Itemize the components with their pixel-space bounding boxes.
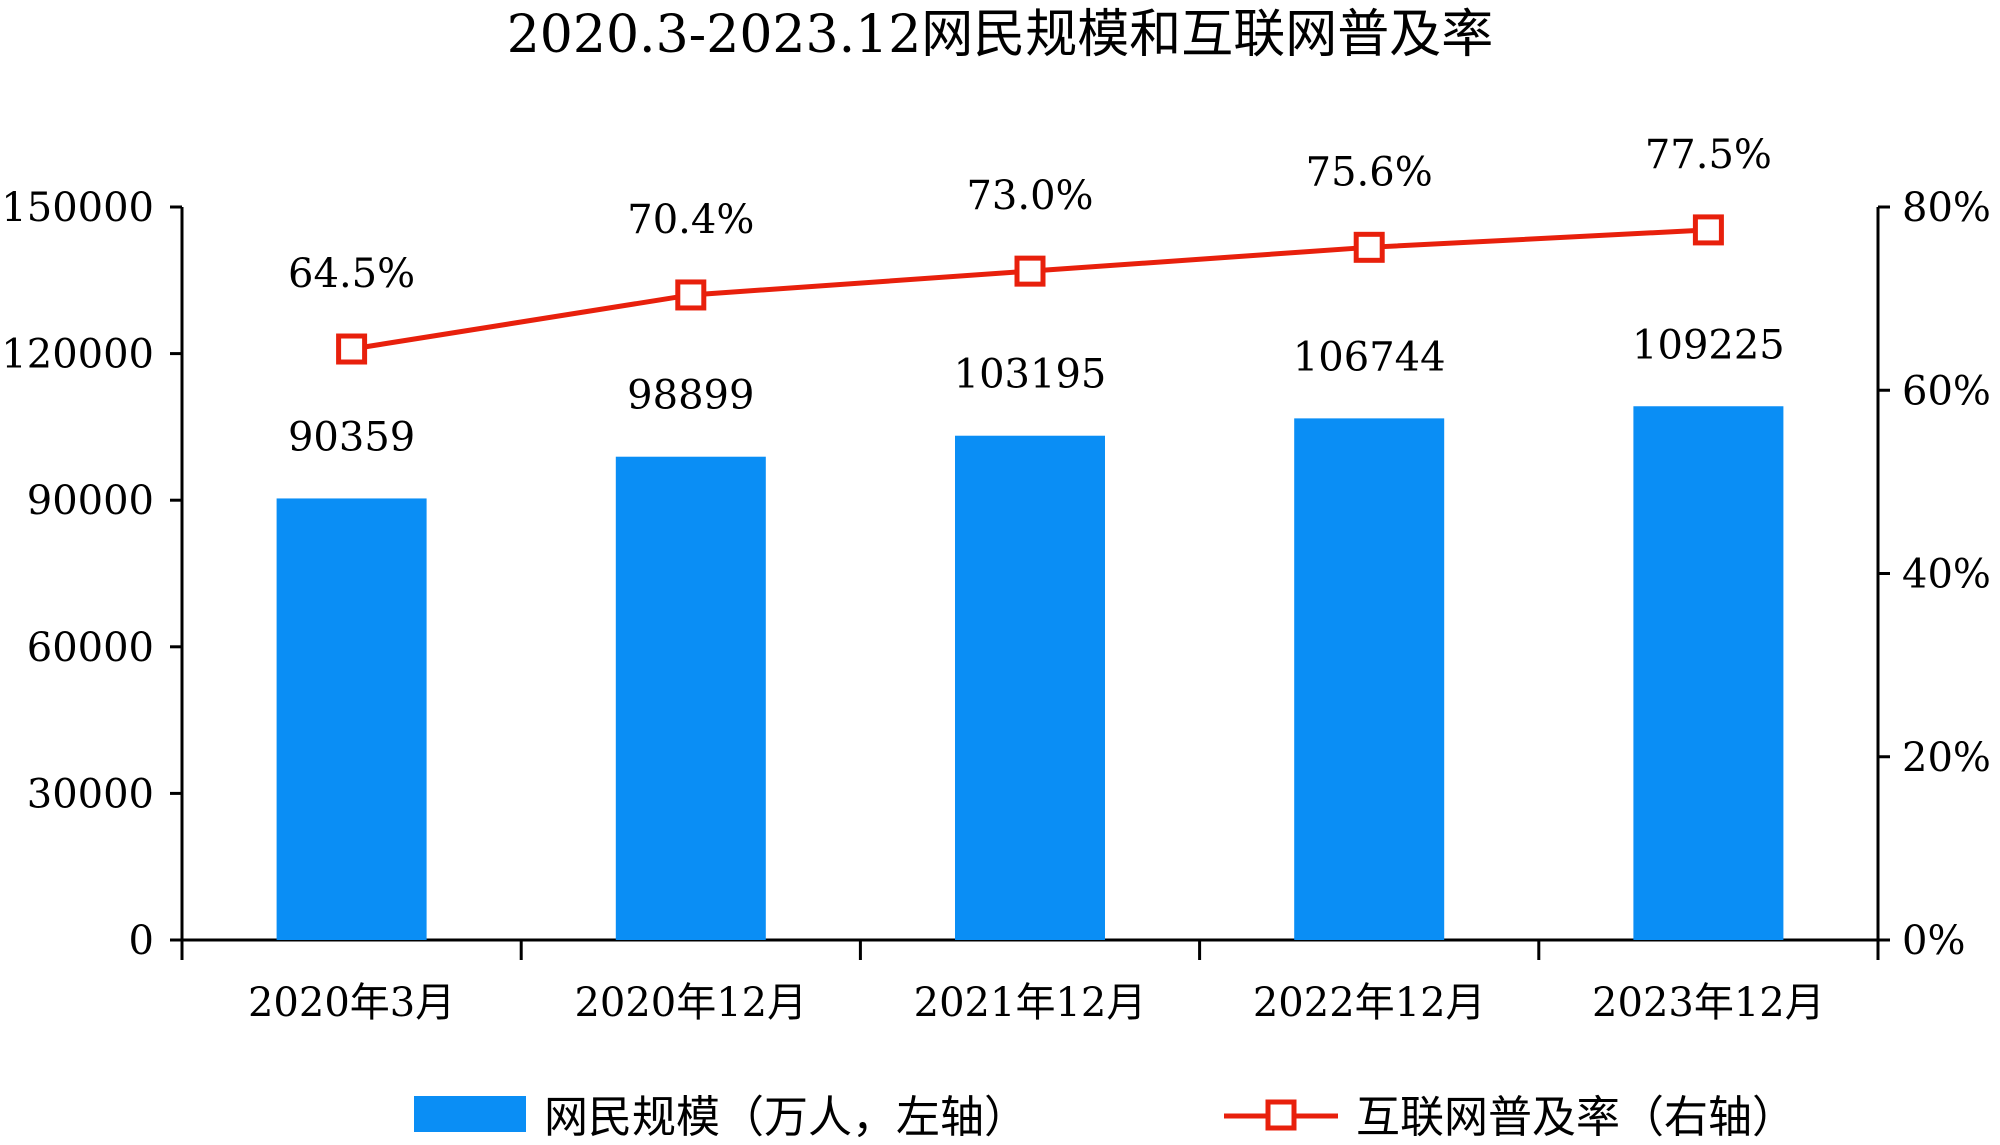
left-tick-label: 90000 — [27, 478, 154, 524]
line-marker — [675, 279, 707, 311]
bar-value-label: 106744 — [1293, 334, 1446, 380]
line-marker — [1014, 255, 1046, 287]
legend-label-bar: 网民规模（万人，左轴） — [544, 1092, 1028, 1143]
line-value-label: 77.5% — [1645, 132, 1772, 178]
bar-value-label: 103195 — [954, 352, 1107, 398]
bar-value-label: 90359 — [288, 414, 415, 460]
right-tick-label: 60% — [1902, 368, 1991, 414]
line-series — [336, 214, 1724, 365]
line-value-label: 64.5% — [288, 251, 415, 297]
bar — [955, 435, 1105, 940]
bar — [615, 456, 766, 940]
left-tick-label: 30000 — [27, 771, 154, 817]
x-tick-label: 2021年12月 — [914, 980, 1147, 1026]
bar-value-label: 98899 — [627, 373, 754, 419]
x-tick-label: 2020年12月 — [574, 980, 807, 1026]
axes: 0 30000 60000 90000 120000 150000 0% 20% 40% 60% 8… — [1, 185, 1991, 1026]
x-tick-label: 2023年12月 — [1592, 980, 1825, 1026]
left-tick-label: 150000 — [1, 185, 154, 231]
right-tick-label: 0% — [1902, 918, 1965, 964]
bar-series — [276, 406, 1784, 940]
legend-swatch-bar — [414, 1096, 526, 1132]
x-tick-label: 2022年12月 — [1253, 980, 1486, 1026]
line-marker — [336, 333, 368, 365]
line-value-label: 70.4% — [627, 197, 754, 243]
legend-label-line: 互联网普及率（右轴） — [1356, 1092, 1796, 1143]
line-value-label: 73.0% — [966, 173, 1093, 219]
right-tick-label: 40% — [1902, 552, 1991, 598]
x-tick-label: 2020年3月 — [248, 980, 455, 1026]
legend: 网民规模（万人，左轴） 互联网普及率（右轴） — [414, 1092, 1796, 1143]
left-tick-label: 60000 — [27, 625, 154, 671]
rate-line — [351, 227, 1709, 352]
line-value-label: 75.6% — [1306, 149, 1433, 195]
bar — [276, 498, 427, 940]
right-tick-label: 20% — [1902, 735, 1991, 781]
bar-value-label: 109225 — [1632, 322, 1785, 368]
left-tick-label: 0 — [129, 918, 154, 964]
line-marker — [1353, 231, 1385, 263]
chart-title: 2020.3-2023.12网民规模和互联网普及率 — [507, 5, 1494, 65]
bar — [1294, 418, 1445, 940]
left-tick-label: 120000 — [1, 332, 154, 378]
bar — [1633, 406, 1784, 940]
data-labels: 90359 98899 103195 106744 109225 64.5% 70.4% 73… — [288, 132, 1785, 461]
legend-swatch-marker — [1265, 1099, 1297, 1131]
right-tick-label: 80% — [1902, 185, 1991, 231]
line-marker — [1692, 214, 1724, 246]
